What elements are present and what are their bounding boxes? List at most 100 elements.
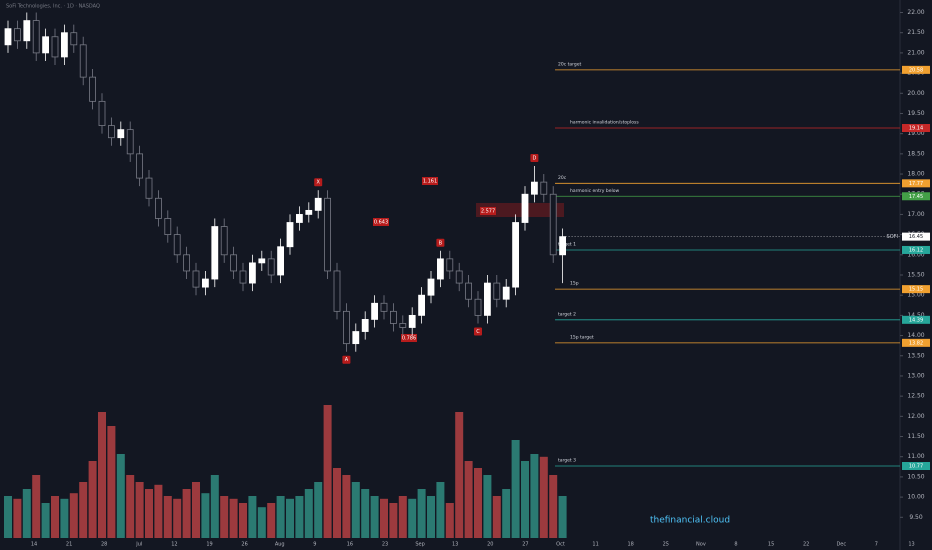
x-tick-label: 18 bbox=[628, 542, 634, 548]
ratio-bg bbox=[373, 218, 389, 226]
candle-body bbox=[61, 32, 68, 58]
level-label: 15p bbox=[570, 281, 579, 287]
y-tick-label: 18.00 bbox=[907, 171, 924, 178]
x-tick-label: 19 bbox=[206, 542, 212, 548]
x-tick-label: 21 bbox=[66, 542, 72, 548]
candle-body bbox=[201, 278, 209, 288]
x-tick-label: 13 bbox=[452, 542, 458, 548]
volume-bar bbox=[107, 426, 116, 538]
y-tick-label: 12.50 bbox=[907, 393, 924, 400]
x-tick-label: Jul bbox=[135, 542, 142, 548]
price-tag-label: 20.58 bbox=[909, 67, 923, 73]
candle-body bbox=[361, 319, 369, 332]
ratio-bg bbox=[480, 207, 496, 215]
volume-bar bbox=[201, 493, 210, 538]
x-tick-label: 9 bbox=[313, 542, 316, 548]
y-tick-label: 14.50 bbox=[907, 312, 924, 319]
volume-bar bbox=[436, 482, 445, 538]
candle-body bbox=[4, 28, 12, 46]
level-label: 20c bbox=[558, 175, 567, 181]
candle-body bbox=[79, 44, 87, 78]
point-label: A bbox=[345, 357, 349, 363]
candle-body bbox=[502, 286, 510, 300]
y-tick-label: 18.50 bbox=[907, 150, 924, 157]
volume-bar bbox=[530, 454, 539, 538]
point-label: X bbox=[316, 180, 320, 186]
x-tick-label: 20 bbox=[487, 542, 493, 548]
ratio-bg bbox=[401, 334, 417, 342]
volume-bar bbox=[154, 484, 163, 538]
y-tick-label: 19.50 bbox=[907, 110, 924, 117]
candle-body bbox=[474, 298, 482, 316]
volume-bar bbox=[323, 405, 332, 538]
y-tick-label: 10.50 bbox=[907, 473, 924, 480]
volume-bar bbox=[135, 482, 144, 538]
candle-body bbox=[239, 270, 247, 284]
volume-bar bbox=[417, 489, 426, 538]
y-tick-label: 13.50 bbox=[907, 352, 924, 359]
price-tag bbox=[902, 338, 930, 347]
volume-bar bbox=[239, 503, 247, 538]
point-bg bbox=[530, 153, 539, 162]
volume-bar bbox=[295, 496, 304, 538]
volume-bar bbox=[41, 503, 50, 538]
x-tick-label: Sep bbox=[415, 542, 424, 548]
volume-bar bbox=[267, 503, 276, 538]
candle-body bbox=[512, 222, 519, 288]
volume-bar bbox=[502, 489, 511, 538]
candle-body bbox=[23, 20, 31, 42]
candle-body bbox=[352, 331, 360, 345]
x-tick-label: 16 bbox=[347, 542, 353, 548]
candle-body bbox=[108, 125, 115, 139]
last-price-label: 16.45 bbox=[909, 234, 923, 240]
y-tick-label: 10.00 bbox=[907, 494, 924, 501]
volume-bar bbox=[116, 454, 125, 538]
candle-body bbox=[13, 28, 21, 42]
volume-bar bbox=[276, 496, 285, 538]
price-tag bbox=[902, 124, 930, 133]
candle-body bbox=[399, 323, 407, 328]
volume-bar bbox=[474, 468, 482, 538]
y-tick-label: 15.00 bbox=[907, 292, 924, 299]
volume-bar bbox=[492, 496, 501, 538]
x-tick-label: 11 bbox=[592, 542, 598, 548]
y-tick-label: 14.00 bbox=[907, 332, 924, 339]
candle-body bbox=[559, 236, 566, 256]
y-tick-label: 21.00 bbox=[907, 49, 924, 56]
x-tick-label: Aug bbox=[275, 542, 285, 548]
volume-bar bbox=[220, 496, 229, 538]
volume-bar bbox=[286, 498, 294, 538]
last-price-tag bbox=[902, 232, 930, 241]
candle-body bbox=[333, 270, 341, 312]
price-tag bbox=[902, 179, 930, 188]
candle-body bbox=[164, 218, 172, 236]
price-tag bbox=[902, 192, 930, 201]
y-tick-label: 9.50 bbox=[909, 514, 923, 521]
candle-body bbox=[211, 226, 219, 280]
x-tick-label: 15 bbox=[768, 542, 774, 548]
price-tag-label: 17.77 bbox=[909, 181, 923, 187]
candle-body bbox=[305, 209, 313, 215]
candle-body bbox=[483, 282, 491, 316]
volume-bar bbox=[192, 482, 200, 538]
candle-body bbox=[126, 129, 134, 155]
x-tick-label: 7 bbox=[875, 542, 878, 548]
volume-bar bbox=[389, 503, 398, 538]
candle-body bbox=[521, 193, 529, 223]
candle-body bbox=[117, 129, 125, 139]
price-tag-label: 13.82 bbox=[909, 340, 923, 346]
y-tick-label: 21.50 bbox=[907, 29, 924, 36]
y-tick-label: 17.00 bbox=[907, 211, 924, 218]
volume-bar bbox=[173, 498, 182, 538]
price-tag-label: 15.15 bbox=[909, 287, 923, 293]
y-tick-label: 20.00 bbox=[907, 90, 924, 97]
x-tick-label: Dec bbox=[836, 542, 846, 548]
y-tick-label: 16.00 bbox=[907, 251, 924, 258]
price-tag-label: 10.77 bbox=[909, 464, 923, 470]
volume-bar bbox=[210, 475, 219, 538]
volume-bar bbox=[163, 496, 172, 538]
volume-bar bbox=[229, 498, 238, 538]
candle-body bbox=[192, 270, 200, 288]
